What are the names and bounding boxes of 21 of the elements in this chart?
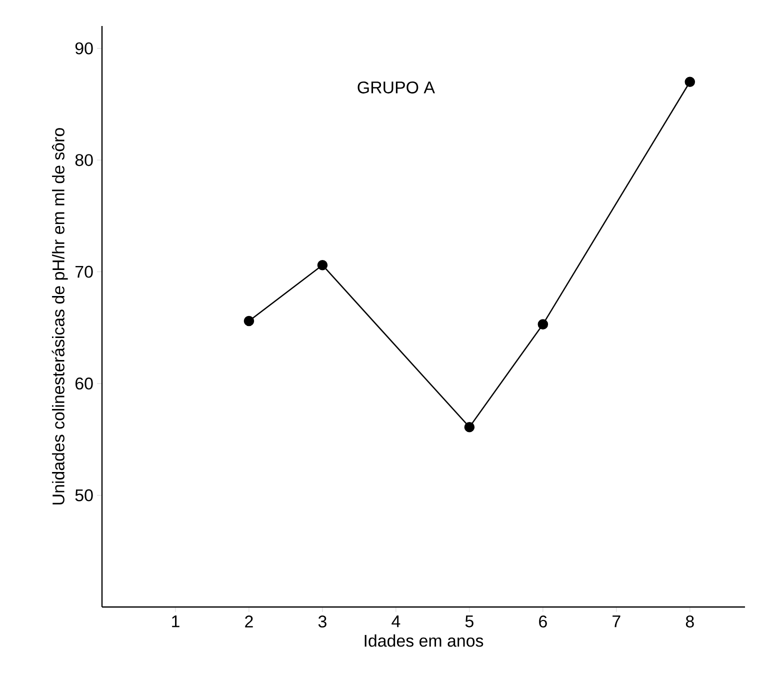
y-tick-label: 90 (75, 42, 93, 54)
y-tick-label: 50 (75, 489, 93, 502)
x-tick-label: 7 (612, 616, 620, 628)
x-tick-label: 6 (539, 616, 547, 628)
y-tick-label: 70 (76, 266, 93, 278)
y-tick-label: 60 (76, 378, 93, 390)
x-axis-title: Idades em anos (364, 634, 484, 647)
x-tick-label: 4 (392, 616, 400, 628)
y-axis-title: Unidades colinesterásicas de pH/hr em ml de sôro (52, 128, 68, 504)
point (244, 316, 254, 326)
x-tick-label: 3 (318, 616, 326, 628)
x-tick-label: 2 (245, 616, 253, 628)
text: GRUPO A (358, 81, 435, 94)
x-tick-label: 5 (465, 616, 474, 628)
point (538, 319, 548, 330)
point (464, 422, 475, 432)
x-tick-label: 1 (172, 616, 180, 628)
point (684, 76, 696, 88)
x-tick-label: 8 (686, 616, 694, 628)
point (317, 260, 328, 270)
y-tick-label: 80 (75, 154, 93, 166)
